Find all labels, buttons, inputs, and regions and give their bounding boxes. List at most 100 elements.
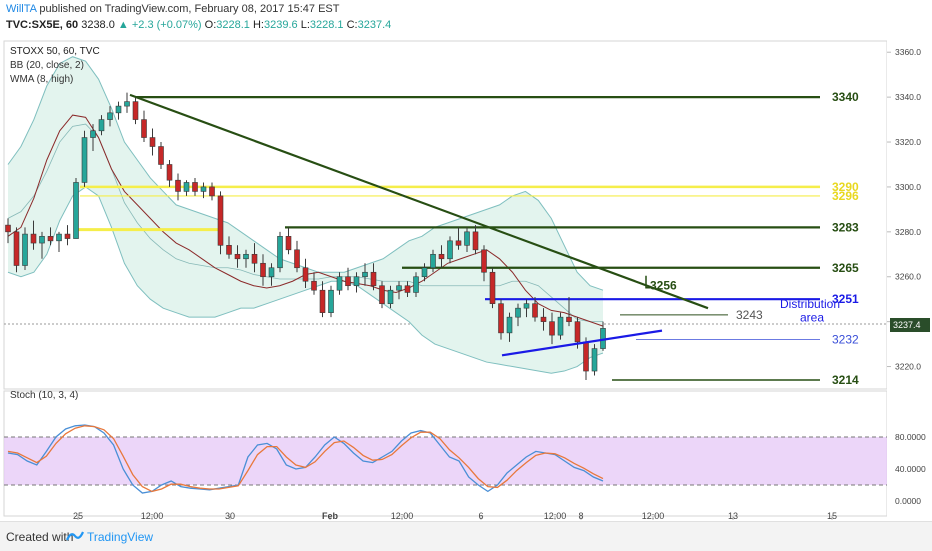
candle-body <box>370 271 377 287</box>
price-axis[interactable]: 3220.03240.03260.03280.03300.03320.03340… <box>887 36 932 521</box>
candle-body <box>481 249 487 273</box>
candle-body <box>141 119 147 138</box>
level-label-3290: 3290 <box>832 180 859 194</box>
bb-lower-line <box>7 186 604 374</box>
candle-body <box>294 249 300 269</box>
candle-body <box>379 285 385 304</box>
open-label: O: <box>204 19 217 31</box>
candle-body <box>540 316 547 322</box>
candle-body <box>387 289 394 304</box>
level-label-3283: 3283 <box>832 220 859 234</box>
candlesticks <box>5 92 606 381</box>
candle-body <box>39 236 45 244</box>
time-tick-label: 25 <box>73 511 83 521</box>
price-chart[interactable]: 3340329032963283326532563251324332323214… <box>0 36 932 521</box>
candle-body <box>447 240 453 260</box>
level-label-3251: 3251 <box>832 292 859 306</box>
candle-body <box>22 233 28 266</box>
level-label-3214: 3214 <box>832 373 859 387</box>
legend-wma: WMA (8, high) <box>10 74 73 85</box>
candle-body <box>328 289 334 313</box>
candle-body <box>549 321 555 336</box>
author-link[interactable]: WillTA <box>6 3 37 15</box>
candle-body <box>285 236 292 251</box>
candle-body <box>234 253 241 260</box>
candle-body <box>90 130 96 138</box>
price-change: ▲ +2.3 (+0.07%) <box>117 19 202 31</box>
candle-body <box>277 236 283 269</box>
candle-body <box>438 253 445 260</box>
candle-body <box>557 316 564 336</box>
candle-body <box>107 112 113 120</box>
time-tick-label: 12:00 <box>391 511 414 521</box>
tradingview-brand-link[interactable]: TradingView <box>87 530 154 544</box>
stochastic-panel: 80.0000 40.0000 0.0000 <box>4 424 926 506</box>
price-tick-label: 3260.0 <box>895 272 921 282</box>
candle-body <box>489 271 496 304</box>
high-label: H: <box>252 19 264 31</box>
stoch-d-line <box>7 425 604 493</box>
candle-body <box>455 240 462 246</box>
price-tick-label: 3320.0 <box>895 137 921 147</box>
candle-body <box>192 182 198 192</box>
candle-body <box>73 182 79 239</box>
level-label-3243: 3243 <box>736 308 763 322</box>
candle-body <box>209 186 215 197</box>
candle-body <box>532 303 538 318</box>
ohlc-line: TVC:SX5E, 60 3238.0 ▲ +2.3 (+0.07%) O:32… <box>6 19 391 31</box>
legend-bb: BB (20, close, 2) <box>10 60 84 71</box>
candle-body <box>591 348 598 372</box>
candle-body <box>566 316 572 322</box>
time-axis[interactable]: 25 12:00 30 Feb 12:00 6 12:00 8 12:00 13 15 <box>73 511 837 521</box>
high-value: 3239.6 <box>263 19 298 31</box>
candle-body <box>200 186 207 192</box>
candle-body <box>268 267 275 278</box>
candle-body <box>124 101 130 107</box>
time-tick-label: Feb <box>322 511 339 521</box>
rising-support-line <box>501 329 663 357</box>
candle-body <box>574 321 581 343</box>
candle-body <box>413 276 419 293</box>
bb-fill <box>8 56 603 374</box>
candle-body <box>115 105 122 114</box>
stoch-tick-label: 40.0000 <box>895 464 926 474</box>
low-label: L: <box>300 19 310 31</box>
candle-body <box>30 233 37 244</box>
candle-body <box>217 195 224 246</box>
axis-background <box>887 36 932 521</box>
candle-body <box>13 231 20 266</box>
candle-body <box>583 341 589 372</box>
candle-body <box>149 137 156 147</box>
price-tick-label: 3360.0 <box>895 47 921 57</box>
time-tick-label: 6 <box>478 511 483 521</box>
candle-body <box>404 285 411 293</box>
candle-body <box>336 276 343 291</box>
open-value: 3228.1 <box>216 19 250 31</box>
time-tick-label: 30 <box>225 511 235 521</box>
candle-body <box>353 276 360 287</box>
publish-line: WillTA published on TradingView.com, Feb… <box>6 3 339 15</box>
candle-body <box>47 236 54 242</box>
annotation-area: area <box>800 311 824 325</box>
stoch-tick-label: 80.0000 <box>895 432 926 442</box>
candle-body <box>430 253 436 269</box>
close-label: C: <box>346 19 358 31</box>
level-label-3232: 3232 <box>832 333 859 347</box>
candle-body <box>345 276 351 287</box>
annotation-distribution: Distribution <box>780 297 840 311</box>
candle-body <box>243 253 249 260</box>
legend-stoch: Stoch (10, 3, 4) <box>10 390 78 401</box>
candle-body <box>311 280 317 291</box>
time-tick-label: 12:00 <box>141 511 164 521</box>
time-tick-label: 12:00 <box>642 511 665 521</box>
indicator-legend: STOXX 50, 60, TVC BB (20, close, 2) WMA … <box>10 46 100 401</box>
candle-body <box>506 316 513 334</box>
last-price: 3238.0 <box>81 19 115 31</box>
symbol-label: TVC:SX5E, 60 <box>6 19 79 31</box>
candle-body <box>523 303 530 309</box>
candle-body <box>64 233 71 239</box>
candle-body <box>498 303 504 334</box>
candle-body <box>362 271 368 278</box>
candle-body <box>175 179 181 192</box>
